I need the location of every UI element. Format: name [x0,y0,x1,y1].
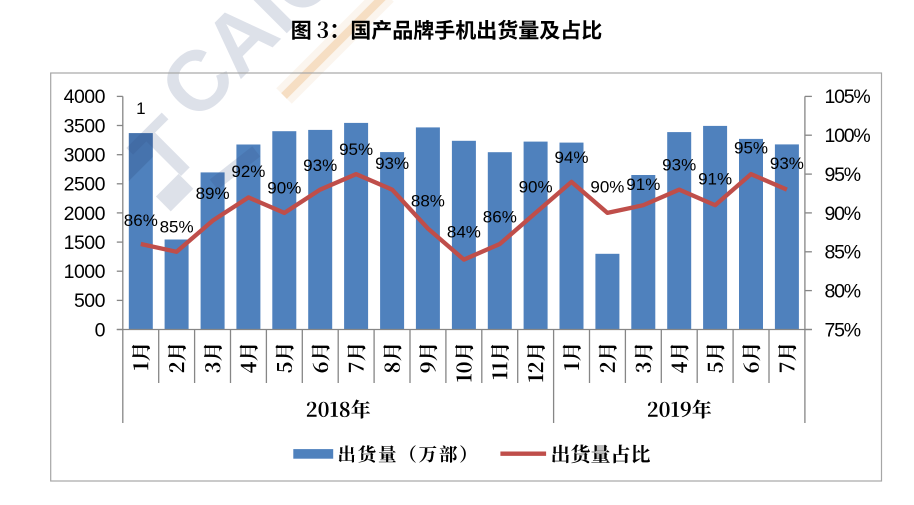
svg-text:3500: 3500 [64,115,106,137]
svg-text:95%: 95% [734,139,768,158]
svg-text:86%: 86% [483,208,517,227]
svg-text:86%: 86% [124,211,158,230]
svg-text:80%: 80% [825,280,861,302]
svg-text:90%: 90% [267,178,301,197]
svg-text:85%: 85% [825,242,861,264]
svg-text:93%: 93% [770,154,804,173]
svg-text:1500: 1500 [64,232,106,254]
svg-text:75%: 75% [825,319,861,341]
svg-text:95%: 95% [339,140,373,159]
svg-text:95%: 95% [825,164,861,186]
svg-text:1: 1 [136,99,145,118]
svg-text:92%: 92% [231,162,265,181]
svg-text:3000: 3000 [64,145,106,167]
svg-text:91%: 91% [626,175,660,194]
svg-text:90%: 90% [590,177,624,196]
svg-text:93%: 93% [662,156,696,175]
svg-text:2500: 2500 [64,174,106,196]
svg-text:85%: 85% [160,217,194,236]
svg-text:1000: 1000 [64,261,106,283]
svg-text:90%: 90% [825,203,861,225]
svg-text:84%: 84% [447,223,481,242]
svg-text:500: 500 [74,290,106,312]
svg-text:91%: 91% [698,170,732,189]
svg-text:89%: 89% [196,184,230,203]
svg-text:90%: 90% [519,177,553,196]
svg-text:93%: 93% [303,156,337,175]
svg-text:2000: 2000 [64,203,106,225]
svg-text:88%: 88% [411,192,445,211]
svg-text:94%: 94% [554,148,588,167]
svg-text:100%: 100% [825,125,871,147]
svg-text:93%: 93% [375,154,409,173]
svg-text:105%: 105% [825,86,871,108]
svg-text:0: 0 [95,319,106,341]
svg-text:4000: 4000 [64,86,106,108]
